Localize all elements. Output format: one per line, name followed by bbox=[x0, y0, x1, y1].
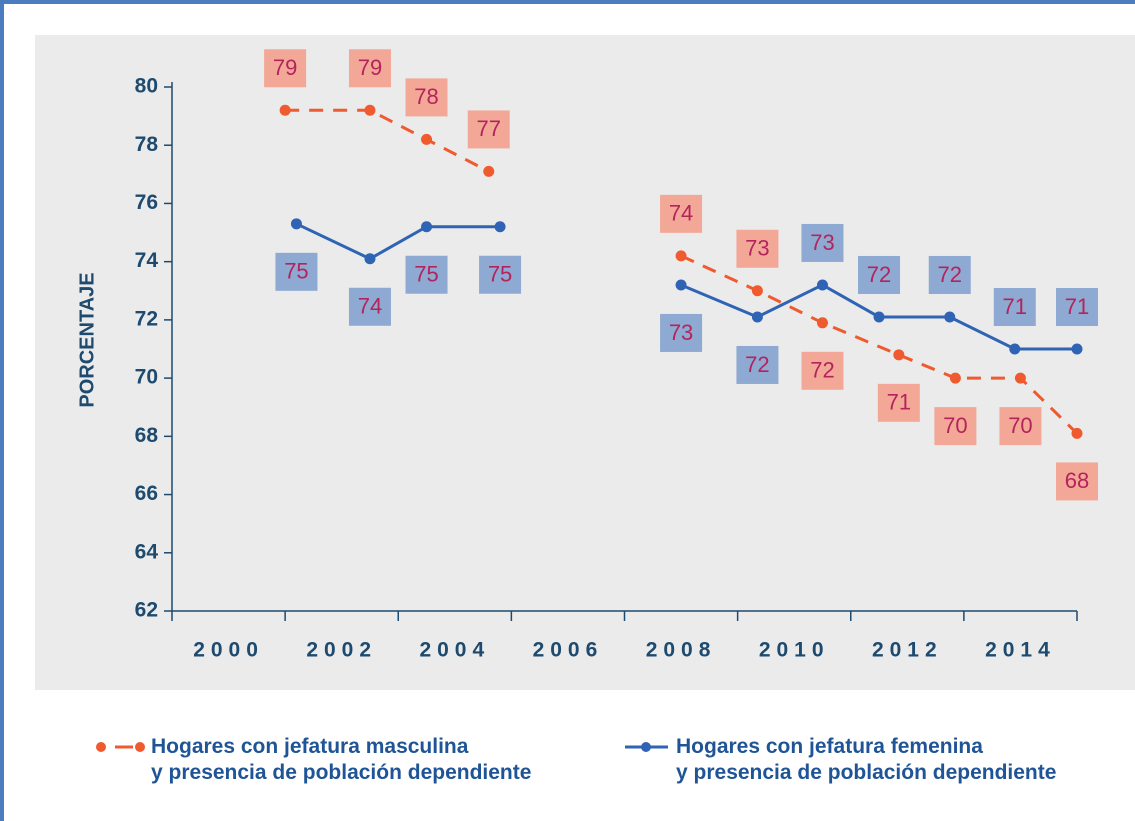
value-label-box bbox=[928, 255, 971, 294]
x-tick-label: 2004 bbox=[419, 639, 490, 662]
value-label-box bbox=[877, 383, 920, 422]
value-label-box bbox=[405, 255, 448, 294]
value-label-box bbox=[405, 78, 448, 117]
legend-marker bbox=[135, 742, 145, 752]
value-label-box bbox=[348, 287, 391, 326]
series-point bbox=[944, 311, 956, 323]
series-point bbox=[483, 165, 495, 177]
plot-panel bbox=[35, 35, 1135, 690]
series-point bbox=[816, 317, 828, 329]
x-tick-label: 2006 bbox=[533, 639, 604, 662]
series-line bbox=[295, 222, 501, 261]
value-label-box bbox=[660, 313, 703, 352]
y-tick-label: 80 bbox=[135, 75, 158, 98]
value-label: 74 bbox=[669, 201, 693, 226]
value-label-box bbox=[736, 229, 779, 268]
x-tick-label: 2000 bbox=[193, 639, 264, 662]
y-tick-label: 72 bbox=[135, 307, 158, 330]
series-point bbox=[290, 218, 302, 230]
series-point bbox=[751, 311, 763, 323]
value-label-box bbox=[801, 351, 844, 390]
y-tick-label: 70 bbox=[135, 366, 158, 389]
x-tick-label: 2012 bbox=[872, 639, 943, 662]
series-point bbox=[675, 250, 687, 262]
value-label-box bbox=[934, 407, 977, 446]
value-label: 71 bbox=[1003, 294, 1027, 319]
value-label-box bbox=[1056, 288, 1098, 326]
value-label-box bbox=[993, 288, 1036, 326]
value-label-box bbox=[467, 110, 510, 149]
value-label-box bbox=[736, 345, 779, 384]
y-axis-title: PORCENTAJE bbox=[76, 272, 98, 407]
series-point bbox=[421, 133, 433, 145]
value-label: 75 bbox=[488, 262, 512, 287]
value-label-box bbox=[858, 255, 901, 294]
value-label: 73 bbox=[669, 320, 693, 345]
y-tick-label: 64 bbox=[135, 540, 159, 563]
series-point bbox=[751, 285, 763, 297]
value-label: 71 bbox=[1065, 294, 1089, 319]
value-label: 68 bbox=[1065, 468, 1089, 493]
series-point bbox=[949, 372, 961, 384]
value-label: 73 bbox=[810, 230, 834, 255]
value-label-box bbox=[801, 223, 844, 262]
x-tick-label: 2002 bbox=[306, 639, 377, 662]
y-tick-label: 76 bbox=[135, 191, 158, 214]
x-tick-label: 2014 bbox=[985, 639, 1056, 662]
value-label: 77 bbox=[477, 116, 501, 141]
series-point bbox=[494, 221, 506, 233]
value-label: 71 bbox=[887, 390, 911, 415]
value-label: 78 bbox=[414, 84, 438, 109]
value-label: 79 bbox=[358, 55, 382, 80]
y-tick-label: 66 bbox=[135, 482, 158, 505]
value-label-box bbox=[275, 252, 318, 291]
series-point bbox=[1071, 427, 1083, 439]
series-point bbox=[421, 221, 433, 233]
legend-label: Hogares con jefatura femenina y presenci… bbox=[676, 735, 1057, 784]
y-tick-label: 68 bbox=[135, 424, 159, 447]
value-label: 72 bbox=[867, 262, 891, 287]
value-label-box bbox=[1056, 462, 1098, 501]
value-label: 72 bbox=[745, 352, 769, 377]
value-label: 72 bbox=[937, 262, 961, 287]
y-tick-label: 74 bbox=[135, 249, 159, 272]
series-point bbox=[816, 279, 828, 291]
value-label: 73 bbox=[745, 236, 769, 261]
value-label-box bbox=[264, 49, 307, 88]
series-point bbox=[1009, 343, 1021, 355]
value-label-box bbox=[999, 407, 1042, 446]
legend-marker bbox=[641, 742, 651, 752]
series-point bbox=[873, 311, 885, 323]
series-point bbox=[364, 253, 376, 265]
value-label-box bbox=[660, 194, 703, 233]
value-label: 75 bbox=[414, 262, 438, 287]
value-label-box bbox=[479, 255, 522, 294]
series-point bbox=[1014, 372, 1026, 384]
x-tick-label: 2010 bbox=[759, 639, 830, 662]
value-label: 79 bbox=[273, 55, 297, 80]
x-tick-label: 2008 bbox=[646, 639, 717, 662]
legend-label: Hogares con jefatura masculina y presenc… bbox=[151, 735, 532, 784]
value-label: 74 bbox=[358, 294, 382, 319]
series-point bbox=[364, 104, 376, 116]
value-label: 75 bbox=[284, 259, 308, 284]
y-tick-label: 62 bbox=[135, 599, 158, 622]
series-point bbox=[1071, 343, 1083, 355]
value-label: 70 bbox=[1008, 413, 1032, 438]
value-label: 72 bbox=[810, 358, 834, 383]
value-label: 70 bbox=[943, 413, 967, 438]
legend-marker bbox=[96, 742, 106, 752]
value-label-box bbox=[348, 49, 391, 88]
y-tick-label: 78 bbox=[135, 133, 159, 156]
series-point bbox=[279, 104, 291, 116]
series-point bbox=[893, 349, 905, 361]
series-point bbox=[675, 279, 687, 291]
